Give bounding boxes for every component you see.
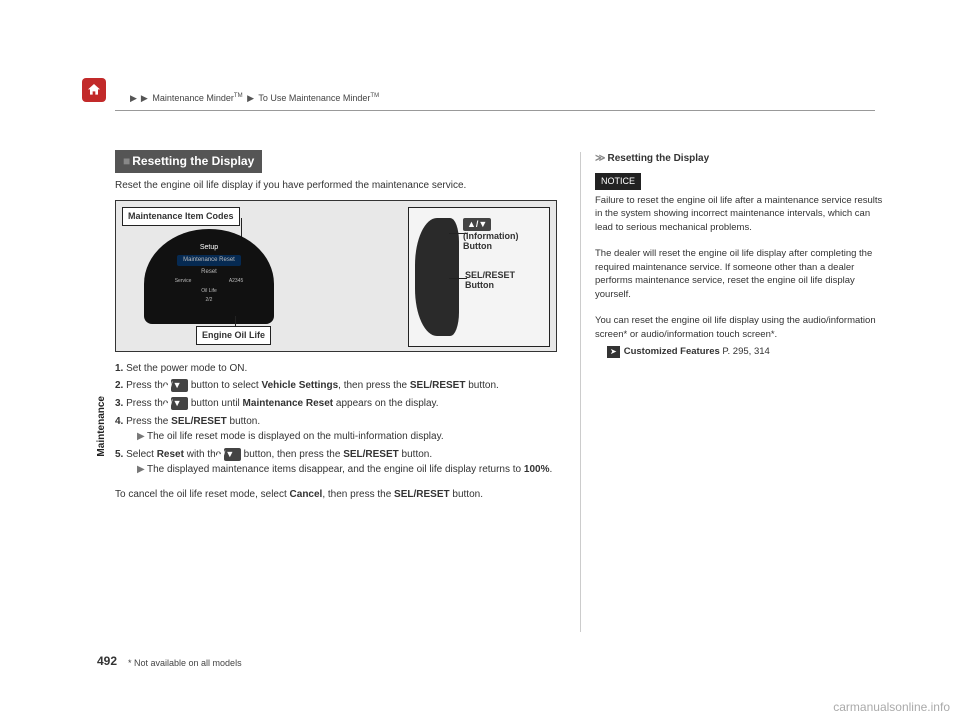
tm-mark: TM	[234, 93, 243, 99]
wheel-graphic	[415, 218, 459, 336]
section-header: ■Resetting the Display	[115, 150, 262, 173]
screen-setup: Setup	[144, 243, 274, 253]
chevron-icon: ▶	[141, 92, 148, 105]
step-text: button until	[188, 398, 242, 409]
side-paragraph: The dealer will reset the engine oil lif…	[595, 247, 885, 302]
step-sub-text: The oil life reset mode is displayed on …	[147, 431, 444, 442]
screen-cell: A2345	[229, 278, 243, 285]
square-icon: ■	[123, 154, 130, 168]
footnote: * Not available on all models	[128, 657, 242, 670]
step-text: button, then press the	[241, 449, 343, 460]
step-text: button.	[465, 381, 498, 392]
side-heading-text: Resetting the Display	[607, 153, 709, 164]
ref-arrow-icon: ➤	[607, 346, 620, 358]
cancel-text: , then press the	[322, 489, 394, 500]
up-down-icon: ▲/▼	[171, 379, 188, 392]
panel-label-sel: SEL/RESET Button	[465, 270, 543, 291]
steering-panel: ▲/▼ (Information) Button SEL/RESET Butto…	[408, 207, 550, 347]
cancel-text: button.	[450, 489, 483, 500]
step-bold: Vehicle Settings	[261, 381, 338, 392]
cancel-text: To cancel the oil life reset mode, selec…	[115, 489, 290, 500]
figure-label-mic: Maintenance Item Codes	[122, 207, 240, 226]
tm-mark: TM	[370, 93, 379, 99]
watermark: carmanualsonline.info	[833, 699, 950, 716]
steps-list: 1. Set the power mode to ON. 2. Press th…	[115, 362, 555, 478]
step-sub: ▶The oil life reset mode is displayed on…	[129, 430, 555, 445]
step-text: button to select	[188, 381, 261, 392]
step-bold: SEL/RESET	[410, 381, 466, 392]
main-column: ■Resetting the Display Reset the engine …	[115, 150, 555, 502]
step-text: Set the power mode to ON.	[123, 363, 247, 374]
chevron-icon: ▶	[247, 92, 254, 105]
side-column: ≫Resetting the Display NOTICE Failure to…	[580, 152, 885, 632]
step-sub-text: .	[549, 464, 552, 475]
ref-pages: P. 295, 314	[720, 346, 770, 357]
side-heading: ≫Resetting the Display	[595, 152, 885, 167]
figure: Maintenance Item Codes Setup Maintenance…	[115, 200, 557, 352]
step-text: appears on the display.	[333, 398, 438, 409]
home-icon	[86, 82, 102, 98]
step-2: 2. Press the ▲/▼ button to select Vehicl…	[115, 379, 555, 394]
up-down-icon: ▲/▼	[463, 218, 491, 231]
step-bold: 100%	[524, 464, 550, 475]
step-text: button.	[227, 416, 260, 427]
breadcrumb-item: To Use Maintenance Minder	[258, 93, 370, 103]
cancel-bold: Cancel	[290, 489, 323, 500]
intro-text: Reset the engine oil life display if you…	[115, 179, 555, 194]
dash-screen: Setup Maintenance Reset Reset Service A2…	[144, 229, 274, 324]
step-bold: SEL/RESET	[171, 416, 227, 427]
page-number: 492	[97, 653, 117, 670]
screen-cell: Service	[175, 278, 192, 285]
screen-row: Reset	[144, 268, 274, 277]
up-down-icon: ▲/▼	[171, 397, 188, 410]
home-button[interactable]	[82, 78, 106, 102]
step-5: 5. Select Reset with the ▲/▼ button, the…	[115, 448, 555, 478]
divider	[115, 110, 875, 111]
figure-label-eol: Engine Oil Life	[196, 326, 271, 345]
step-text: button.	[399, 449, 432, 460]
side-paragraph: You can reset the engine oil life displa…	[595, 314, 885, 342]
step-bold: Reset	[157, 449, 184, 460]
up-down-icon: ▲/▼	[224, 448, 241, 461]
double-chevron-icon: ≫	[595, 153, 605, 164]
notice-badge: NOTICE	[595, 173, 641, 190]
section-title: Resetting the Display	[132, 154, 254, 168]
label-line: Button	[463, 241, 492, 251]
label-line: SEL/RESET	[465, 270, 515, 280]
chevron-icon: ▶	[130, 92, 137, 105]
label-line: Button	[465, 280, 494, 290]
screen-page: 2/2	[144, 297, 274, 304]
cancel-paragraph: To cancel the oil life reset mode, selec…	[115, 488, 555, 503]
step-sub: ▶The displayed maintenance items disappe…	[129, 463, 555, 478]
step-bold: SEL/RESET	[343, 449, 399, 460]
screen-cell: Oil Life	[144, 288, 274, 295]
panel-label-info: ▲/▼ (Information) Button	[463, 218, 543, 252]
step-bold: Maintenance Reset	[243, 398, 334, 409]
step-text: Press the	[123, 416, 171, 427]
breadcrumb: ▶▶ Maintenance MinderTM ▶ To Use Mainten…	[128, 92, 379, 105]
side-paragraph: Failure to reset the engine oil life aft…	[595, 194, 885, 235]
step-sub-text: The displayed maintenance items disappea…	[147, 464, 524, 475]
ref-label: Customized Features	[624, 346, 720, 357]
breadcrumb-item: Maintenance Minder	[152, 93, 234, 103]
step-text: , then press the	[338, 381, 410, 392]
side-tab-maintenance: Maintenance	[95, 396, 110, 457]
step-1: 1. Set the power mode to ON.	[115, 362, 555, 377]
step-4: 4. Press the SEL/RESET button. ▶The oil …	[115, 415, 555, 445]
step-text: Select	[123, 449, 156, 460]
screen-row: Maintenance Reset	[177, 255, 241, 266]
cancel-bold: SEL/RESET	[394, 489, 450, 500]
label-line: (Information)	[463, 231, 519, 241]
reference-line: ➤ Customized Features P. 295, 314	[595, 345, 885, 359]
step-3: 3. Press the ▲/▼ button until Maintenanc…	[115, 397, 555, 412]
